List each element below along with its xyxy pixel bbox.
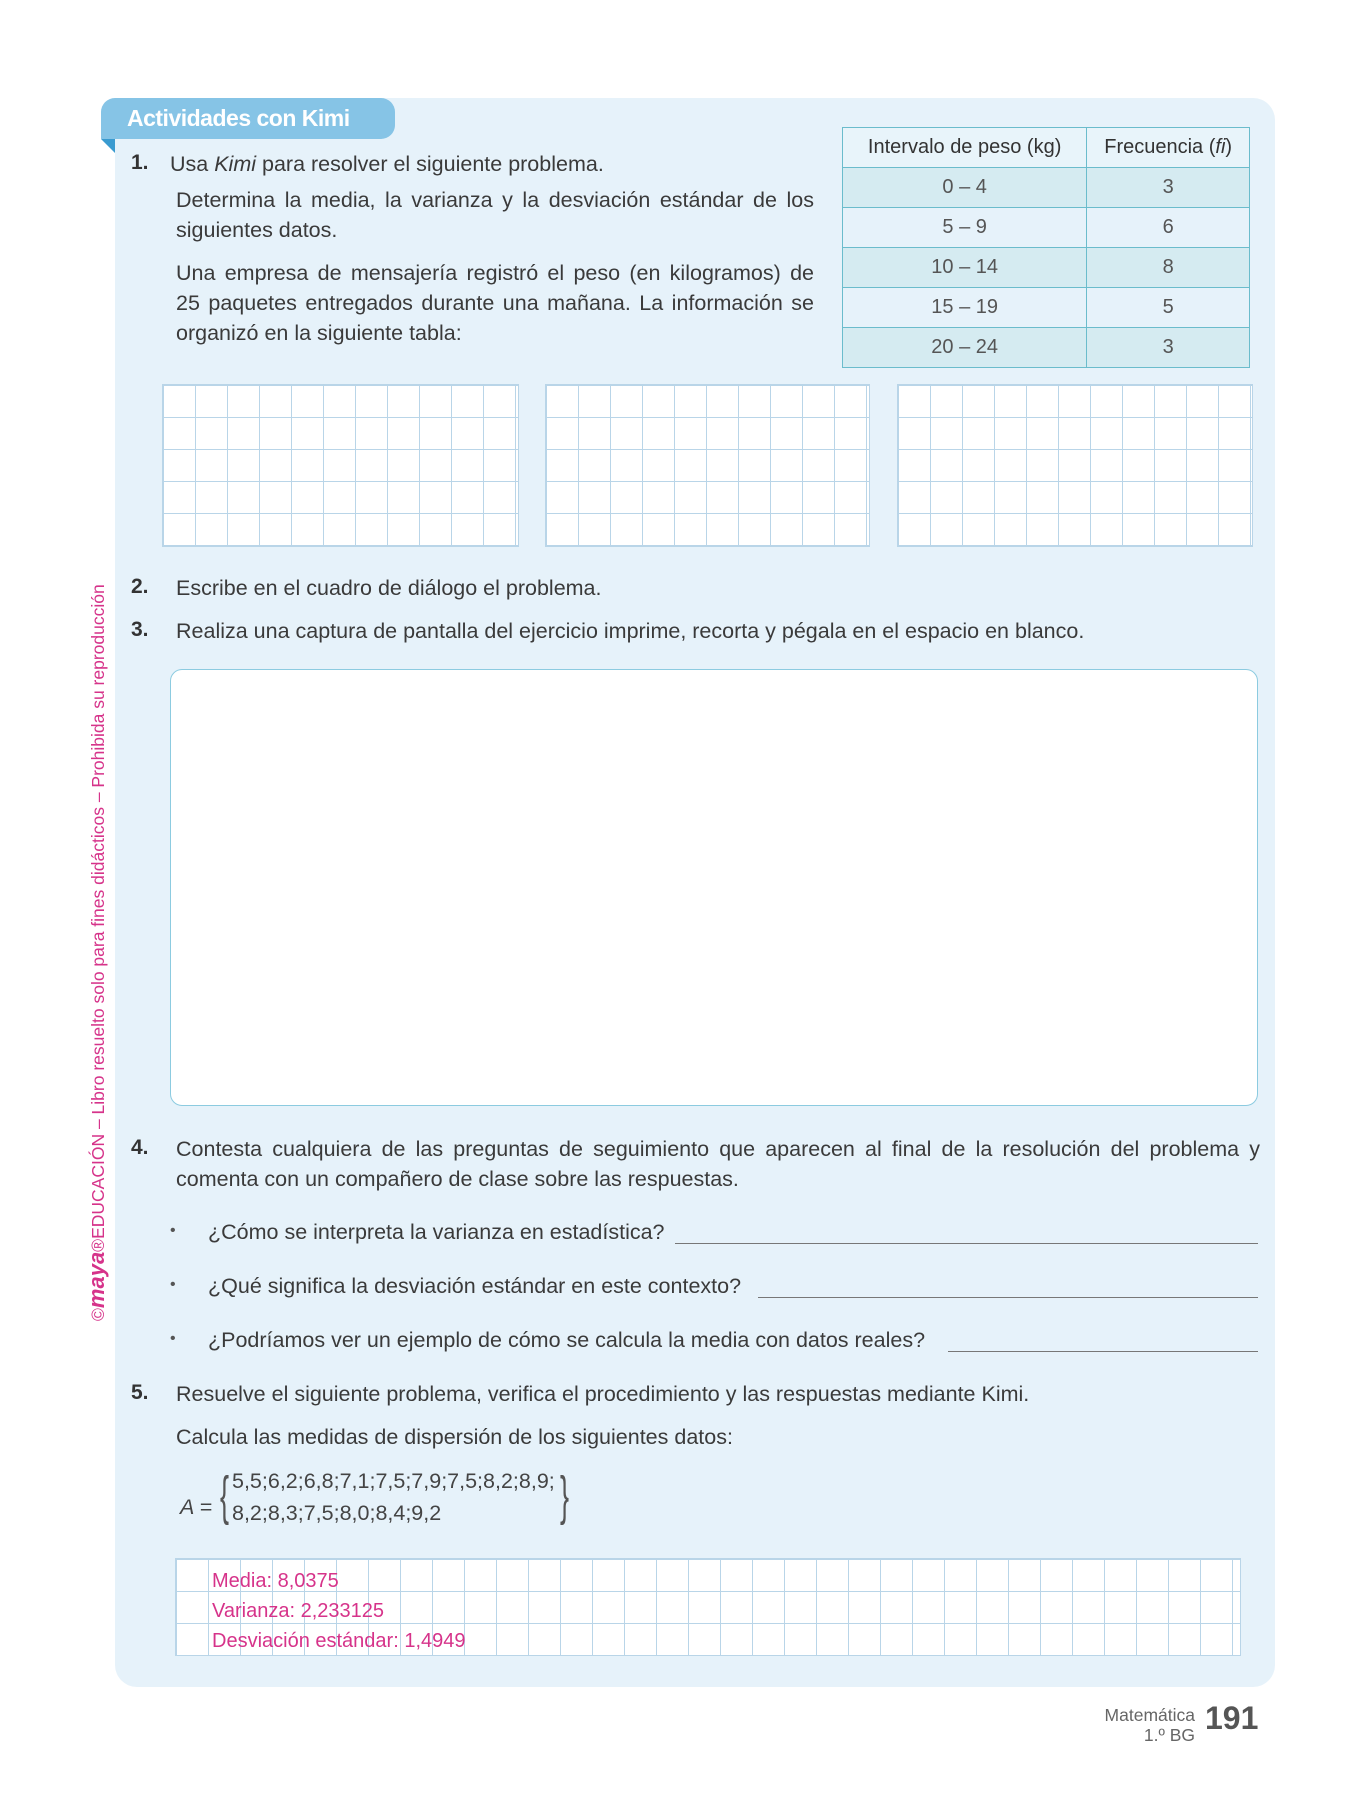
frequency-cell: 3 xyxy=(1086,167,1250,208)
set-name: A = xyxy=(180,1495,213,1519)
set-line-2: 8,2;8,3;7,5;8,0;8,4;9,2 xyxy=(232,1501,442,1525)
frequency-cell: 3 xyxy=(1086,327,1250,368)
right-brace: } xyxy=(560,1466,570,1526)
interval-cell: 20 – 24 xyxy=(841,327,1088,368)
header-interval: Intervalo de peso (kg) xyxy=(841,127,1088,168)
screenshot-paste-area[interactable] xyxy=(170,669,1258,1106)
grade-level: 1.º BG xyxy=(1143,1725,1195,1745)
interval-cell: 5 – 9 xyxy=(841,207,1088,248)
item-5-number: 5. xyxy=(131,1381,149,1404)
page-number: 191 xyxy=(1205,1700,1259,1736)
table-header-row: Intervalo de peso (kg) Frecuencia (fi) xyxy=(841,127,1250,168)
item-3-number: 3. xyxy=(131,618,149,641)
table-row: 20 – 24 3 xyxy=(841,327,1250,368)
answer-varianza: Varianza: 2,233125 xyxy=(212,1600,384,1622)
item-1-paragraph-1: Determina la media, la varianza y la des… xyxy=(176,188,814,242)
item-2-number: 2. xyxy=(131,575,149,598)
frequency-table: Intervalo de peso (kg) Frecuencia (fi) 0… xyxy=(841,127,1250,368)
answer-line-1[interactable] xyxy=(675,1243,1258,1244)
item-5-text: Resuelve el siguiente problema, verifica… xyxy=(176,1382,1030,1406)
question-1: ¿Cómo se interpreta la varianza en estad… xyxy=(208,1220,665,1244)
bullet: • xyxy=(170,1330,176,1347)
answer-desviacion: Desviación estándar: 1,4949 xyxy=(212,1630,466,1652)
question-3: ¿Podríamos ver un ejemplo de cómo se cal… xyxy=(208,1328,926,1352)
answer-line-3[interactable] xyxy=(948,1351,1258,1352)
section-title: Actividades con Kimi xyxy=(101,98,395,139)
work-grid-1[interactable] xyxy=(162,384,519,547)
interval-cell: 10 – 14 xyxy=(841,247,1088,288)
frequency-cell: 5 xyxy=(1086,287,1250,328)
left-brace: { xyxy=(220,1466,230,1526)
question-2: ¿Qué significa la desviación estándar en… xyxy=(208,1274,742,1298)
header-frequency: Frecuencia (fi) xyxy=(1086,127,1250,168)
subject-name: Matemática xyxy=(1104,1705,1195,1725)
answers-block: Media: 8,0375 Varianza: 2,233125 Desviac… xyxy=(212,1566,466,1656)
item-2-text: Escribe en el cuadro de diálogo el probl… xyxy=(176,576,602,600)
work-grid-2[interactable] xyxy=(545,384,870,547)
bullet: • xyxy=(170,1222,176,1239)
work-grid-3[interactable] xyxy=(897,384,1253,547)
item-4-number: 4. xyxy=(131,1136,149,1159)
answer-media: Media: 8,0375 xyxy=(212,1570,339,1592)
answer-grid[interactable] xyxy=(175,1558,1241,1656)
answer-line-2[interactable] xyxy=(758,1297,1258,1298)
item-1-paragraph-2: Una empresa de mensajería registró el pe… xyxy=(176,261,814,345)
table-row: 10 – 14 8 xyxy=(841,247,1250,288)
item-1-number: 1. xyxy=(131,151,149,174)
frequency-cell: 8 xyxy=(1086,247,1250,288)
interval-cell: 15 – 19 xyxy=(841,287,1088,328)
tab-fold-decoration xyxy=(101,139,115,153)
frequency-cell: 6 xyxy=(1086,207,1250,248)
interval-cell: 0 – 4 xyxy=(841,167,1088,208)
copyright-side-text: ©maya®EDUCACIÓN – Libro resuelto solo pa… xyxy=(84,584,109,1321)
item-4-text: Contesta cualquiera de las preguntas de … xyxy=(176,1137,1260,1191)
table-row: 15 – 19 5 xyxy=(841,287,1250,328)
bullet: • xyxy=(170,1276,176,1293)
footer-subject: Matemática 1.º BG xyxy=(1105,1705,1195,1745)
item-3-text: Realiza una captura de pantalla del ejer… xyxy=(176,619,1085,643)
set-line-1: 5,5;6,2;6,8;7,1;7,5;7,9;7,5;8,2;8,9; xyxy=(232,1469,555,1493)
item-1-instruction: Usa Kimi para resolver el siguiente prob… xyxy=(170,152,604,176)
item-5-subtext: Calcula las medidas de dispersión de los… xyxy=(176,1425,733,1449)
